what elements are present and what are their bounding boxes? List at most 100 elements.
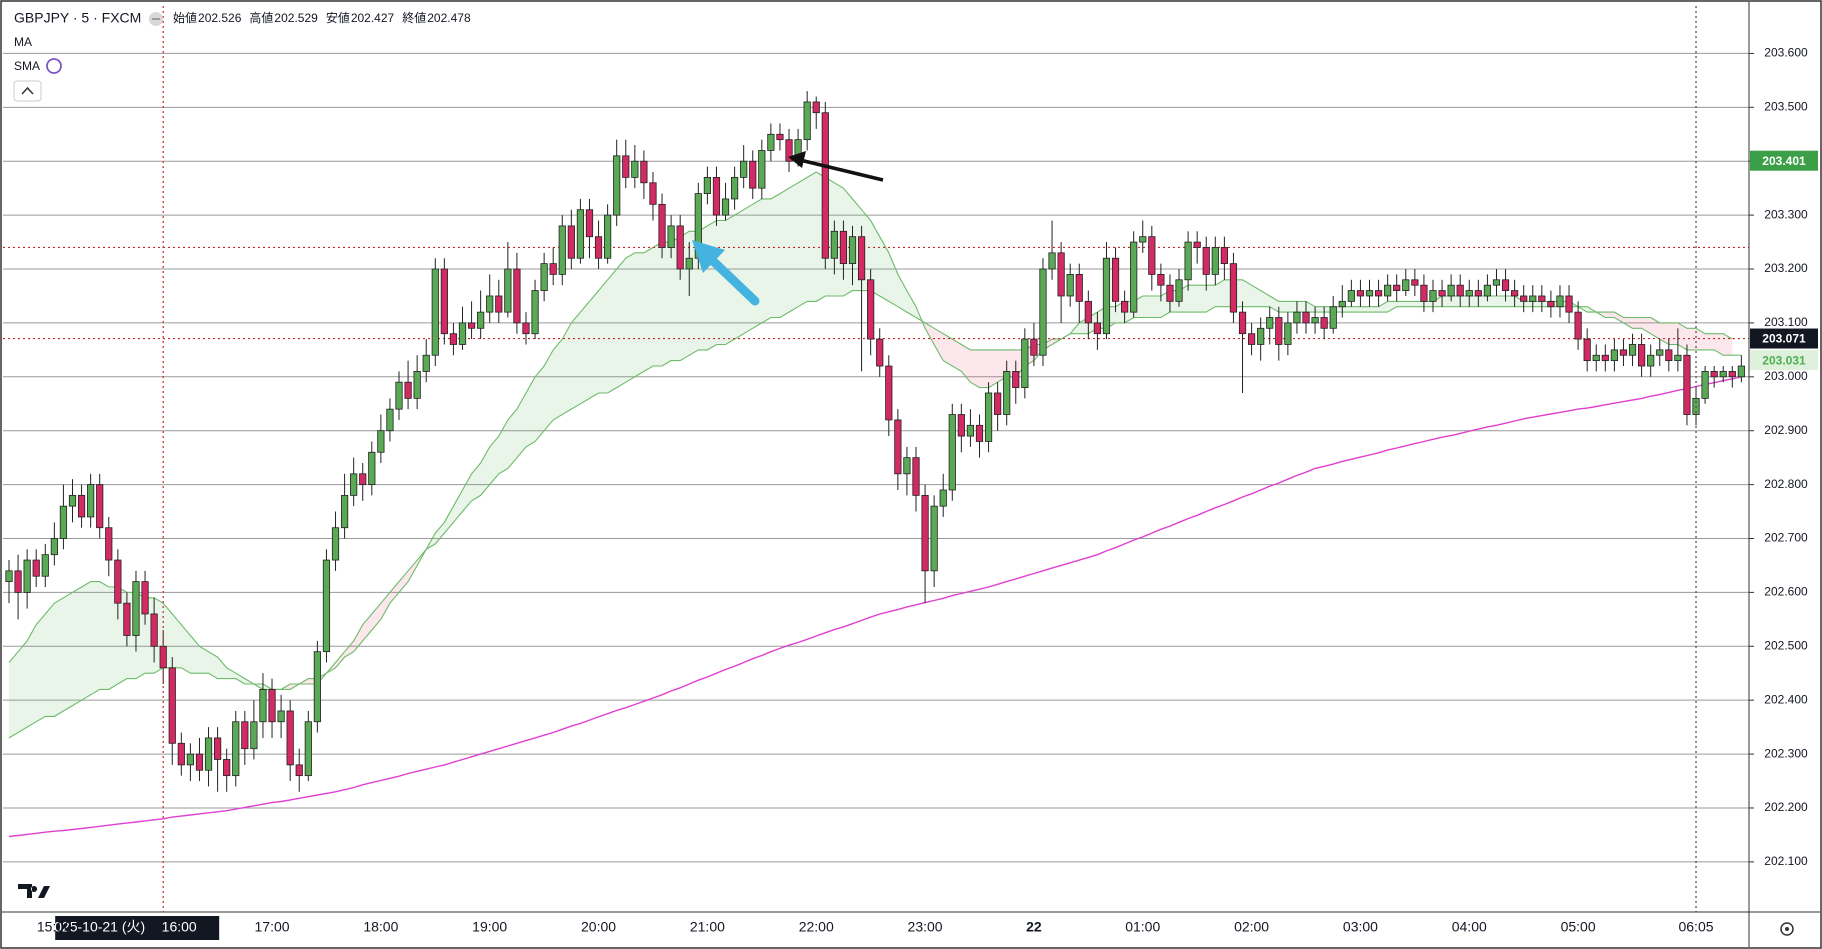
candle-body (295, 764, 303, 777)
ma-band (1405, 301, 1415, 307)
sma-icon[interactable] (46, 58, 62, 74)
ma-band (45, 603, 55, 717)
candle-body (431, 268, 439, 356)
settings-icon[interactable] (1780, 922, 1794, 936)
candle-body (1356, 290, 1365, 297)
ma-band (1696, 328, 1706, 350)
candle-body (667, 225, 675, 248)
ma-band (952, 339, 962, 372)
candle-body (930, 505, 938, 572)
ma-band (580, 301, 590, 404)
ma-band (879, 236, 889, 302)
ma-band (235, 673, 245, 685)
x-tick-label: 04:00 (1452, 919, 1487, 935)
ma-band (535, 366, 545, 442)
y-tick-label: 202.500 (1764, 638, 1808, 652)
y-tick-label: 203.200 (1764, 261, 1808, 275)
ma-band (1006, 349, 1016, 377)
candle-body (1402, 279, 1410, 291)
ma-band (9, 651, 19, 738)
candle-body (1592, 354, 1600, 362)
candle-body (1311, 317, 1319, 324)
candle-body (658, 203, 666, 248)
candle-body (1039, 268, 1047, 356)
x-tick-label: 03:00 (1343, 919, 1378, 935)
candle-body (1084, 300, 1092, 324)
candle-body (549, 263, 557, 275)
y-tick-label: 202.300 (1764, 746, 1808, 760)
candle-body (1302, 311, 1310, 324)
ma-band (1650, 317, 1660, 340)
candle-body (467, 322, 476, 329)
blue-arrow (707, 255, 760, 306)
ma-band (906, 290, 916, 318)
candle-body (776, 133, 784, 141)
candle-body (422, 354, 430, 372)
candle-body (948, 414, 956, 491)
candle-body (1511, 290, 1519, 297)
candle-body (712, 176, 721, 216)
candle-body (885, 365, 893, 421)
candle-body (567, 225, 575, 259)
candle-body (1193, 241, 1201, 248)
candle-body (1003, 371, 1011, 415)
candle-body (277, 710, 285, 723)
candle-body (59, 505, 68, 539)
candle-body (132, 581, 140, 636)
ma-band (761, 198, 771, 323)
x-tick-label: 22 (1026, 919, 1042, 935)
candle-body (857, 236, 866, 281)
candle-body (731, 176, 739, 200)
ma-band (1151, 295, 1161, 318)
candle-body (1438, 290, 1446, 297)
x-tick-label: 19:00 (472, 919, 507, 935)
ma-band (462, 473, 472, 512)
ma-band (1641, 317, 1651, 334)
candle-body (23, 559, 31, 593)
x-tick-label: 15:00 (37, 919, 72, 935)
ma-band (1278, 301, 1288, 313)
candle-body (1284, 322, 1292, 345)
candle-body (1111, 257, 1120, 302)
price-label-bg (1750, 328, 1818, 349)
ma-band (743, 204, 753, 334)
candle-body (640, 160, 648, 184)
candle-body (1538, 295, 1546, 302)
ma-band (571, 312, 581, 410)
ma-band (1723, 333, 1733, 356)
candle-body (1719, 371, 1727, 378)
ma-band (1460, 295, 1470, 307)
candle-body (440, 268, 448, 335)
ma-band (1432, 295, 1443, 307)
candle-body (477, 311, 485, 329)
ohlc-label: 高値 (249, 10, 273, 25)
y-tick-label: 203.100 (1764, 315, 1808, 329)
ma-band (1369, 306, 1379, 313)
candle-body (1674, 354, 1682, 362)
candle-body (1665, 349, 1673, 362)
price-label: 203.031 (1762, 353, 1806, 367)
ma-band (36, 613, 46, 722)
ma-band (1605, 312, 1615, 318)
candle-body (903, 457, 911, 475)
candle-body (812, 101, 820, 114)
candle-body (1012, 371, 1020, 388)
ma-band (353, 624, 363, 652)
ma-band (498, 419, 508, 474)
candle-body (449, 333, 458, 345)
candle-body (1275, 317, 1283, 345)
ohlc-label: 終値 (402, 10, 426, 25)
collapse-button[interactable] (13, 80, 42, 102)
ma-band (961, 344, 971, 383)
ma-band (444, 506, 454, 534)
candle-body (758, 150, 766, 189)
candle-body (513, 268, 521, 324)
candle-body (87, 484, 95, 518)
candle-body (957, 414, 965, 437)
candle-body (1202, 247, 1210, 275)
ma-band (190, 635, 200, 674)
ma-band (607, 269, 617, 393)
candle-body (1565, 295, 1573, 313)
ma-band (807, 172, 817, 302)
